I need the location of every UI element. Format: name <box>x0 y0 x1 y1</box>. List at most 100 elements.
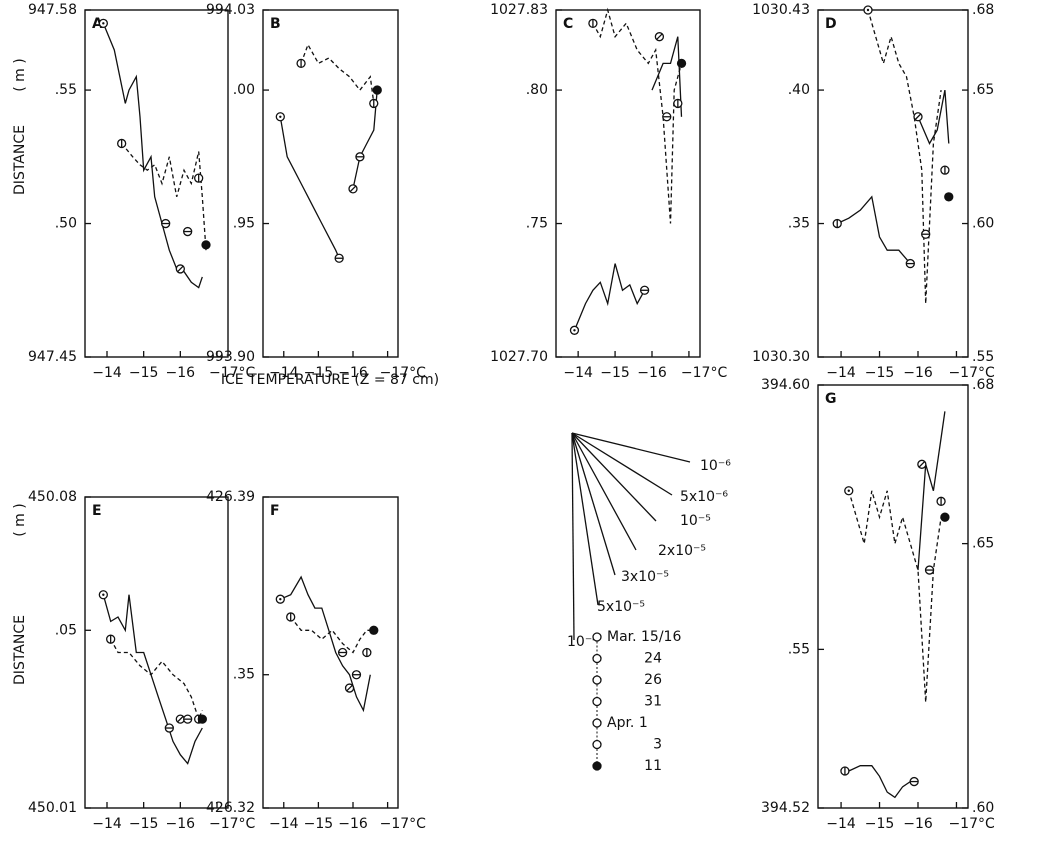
y-tick-label: .40 <box>788 82 810 98</box>
panel-letter: G <box>825 391 837 407</box>
slope-line <box>571 432 657 522</box>
marker-part <box>102 22 105 25</box>
plot-frame <box>84 496 229 809</box>
legend-label: 3 <box>653 737 662 753</box>
point-marker <box>676 58 687 69</box>
point-marker <box>840 766 850 776</box>
x-tick-label: −15 <box>865 816 895 832</box>
panel-letter: A <box>92 16 103 32</box>
marker-part <box>102 593 105 596</box>
marker-part <box>369 625 379 635</box>
marker-part <box>914 113 922 121</box>
marker-part <box>372 85 382 95</box>
point-marker <box>275 594 285 604</box>
y-tick-label: .55 <box>55 82 77 98</box>
legend-symbol <box>592 653 602 664</box>
point-marker <box>194 173 204 183</box>
x-tick-label: −16 <box>903 365 933 381</box>
data-line <box>102 23 203 289</box>
slope-line <box>571 432 691 463</box>
marker-part <box>866 8 870 12</box>
slope-label: 10⁻⁶ <box>700 458 731 474</box>
y-tick-label: 947.58 <box>28 2 77 18</box>
marker-part <box>918 460 926 468</box>
marker-part <box>940 512 950 522</box>
slope-label: 5x10⁻⁵ <box>597 599 645 615</box>
data-line <box>110 638 203 721</box>
plot-frame <box>555 9 701 358</box>
slope-line <box>571 432 599 606</box>
panel-letter: F <box>270 503 280 519</box>
point-marker <box>372 85 382 95</box>
x-tick-label: −14 <box>826 816 856 832</box>
marker-part <box>349 185 357 193</box>
y-axis-unit: ( m ) <box>12 503 28 536</box>
x-tick-label: −17°C <box>209 816 256 832</box>
x-tick-label: −15 <box>865 365 895 381</box>
slope-line <box>571 432 673 496</box>
plot-frame <box>817 9 969 358</box>
point-marker <box>940 165 950 175</box>
x-tick-label: −17°C <box>948 816 995 832</box>
y-tick-label: .55 <box>788 641 810 657</box>
marker-part <box>279 115 282 118</box>
y-tick-label: 394.60 <box>761 377 810 393</box>
y-tick-label: 1030.43 <box>752 2 810 18</box>
y-tick-label: .50 <box>55 216 77 232</box>
point-marker <box>639 285 650 295</box>
data-line <box>917 411 946 571</box>
plot-frame <box>817 384 969 809</box>
point-marker <box>832 218 842 229</box>
slope-label: 3x10⁻⁵ <box>621 569 669 585</box>
panel-letter: B <box>270 16 281 32</box>
y2-tick-label: .60 <box>972 216 994 232</box>
x-tick-label: −16 <box>903 816 933 832</box>
point-marker <box>106 634 116 644</box>
point-marker <box>161 218 171 229</box>
y-tick-label: 450.01 <box>28 800 77 816</box>
marker-part <box>176 265 184 273</box>
point-marker <box>286 612 296 622</box>
point-marker <box>201 240 211 250</box>
point-marker <box>369 98 379 109</box>
y-tick-label: .00 <box>233 82 255 98</box>
point-marker <box>197 714 207 724</box>
marker-part <box>655 33 663 41</box>
point-marker <box>936 496 946 506</box>
x-tick-label: −15 <box>600 365 630 381</box>
x-tick-label: −16 <box>166 365 196 381</box>
x-tick-label: −17°C <box>380 816 427 832</box>
y-tick-label: .05 <box>55 622 77 638</box>
x-tick-label: −15 <box>129 816 159 832</box>
point-marker <box>348 184 358 194</box>
point-marker <box>337 647 348 658</box>
y-tick-label: 426.32 <box>206 800 255 816</box>
legend-label: 31 <box>644 694 662 710</box>
data-line <box>848 490 942 703</box>
point-marker <box>296 58 306 69</box>
panel-letter: C <box>563 16 573 32</box>
x-tick-label: −17°C <box>209 365 256 381</box>
legend-marker <box>592 696 602 707</box>
point-marker <box>183 714 193 724</box>
marker-part <box>176 715 184 723</box>
point-marker <box>351 670 362 680</box>
data-line <box>917 89 950 145</box>
legend-label: Apr. 1 <box>607 715 648 731</box>
legend-marker <box>592 718 602 728</box>
y-tick-label: .35 <box>788 216 810 232</box>
point-marker <box>355 152 365 162</box>
x-tick-label: −16 <box>637 365 667 381</box>
data-line <box>867 9 942 304</box>
x-tick-label: −17°C <box>948 365 995 381</box>
point-marker <box>917 459 927 469</box>
x-tick-label: −15 <box>129 365 159 381</box>
data-line <box>352 90 378 189</box>
point-marker <box>98 590 108 600</box>
panel-letter: E <box>92 503 102 519</box>
legend-label: 24 <box>644 651 662 667</box>
y2-tick-label: .65 <box>972 536 994 552</box>
point-marker <box>844 486 854 496</box>
y-tick-label: .35 <box>233 667 255 683</box>
